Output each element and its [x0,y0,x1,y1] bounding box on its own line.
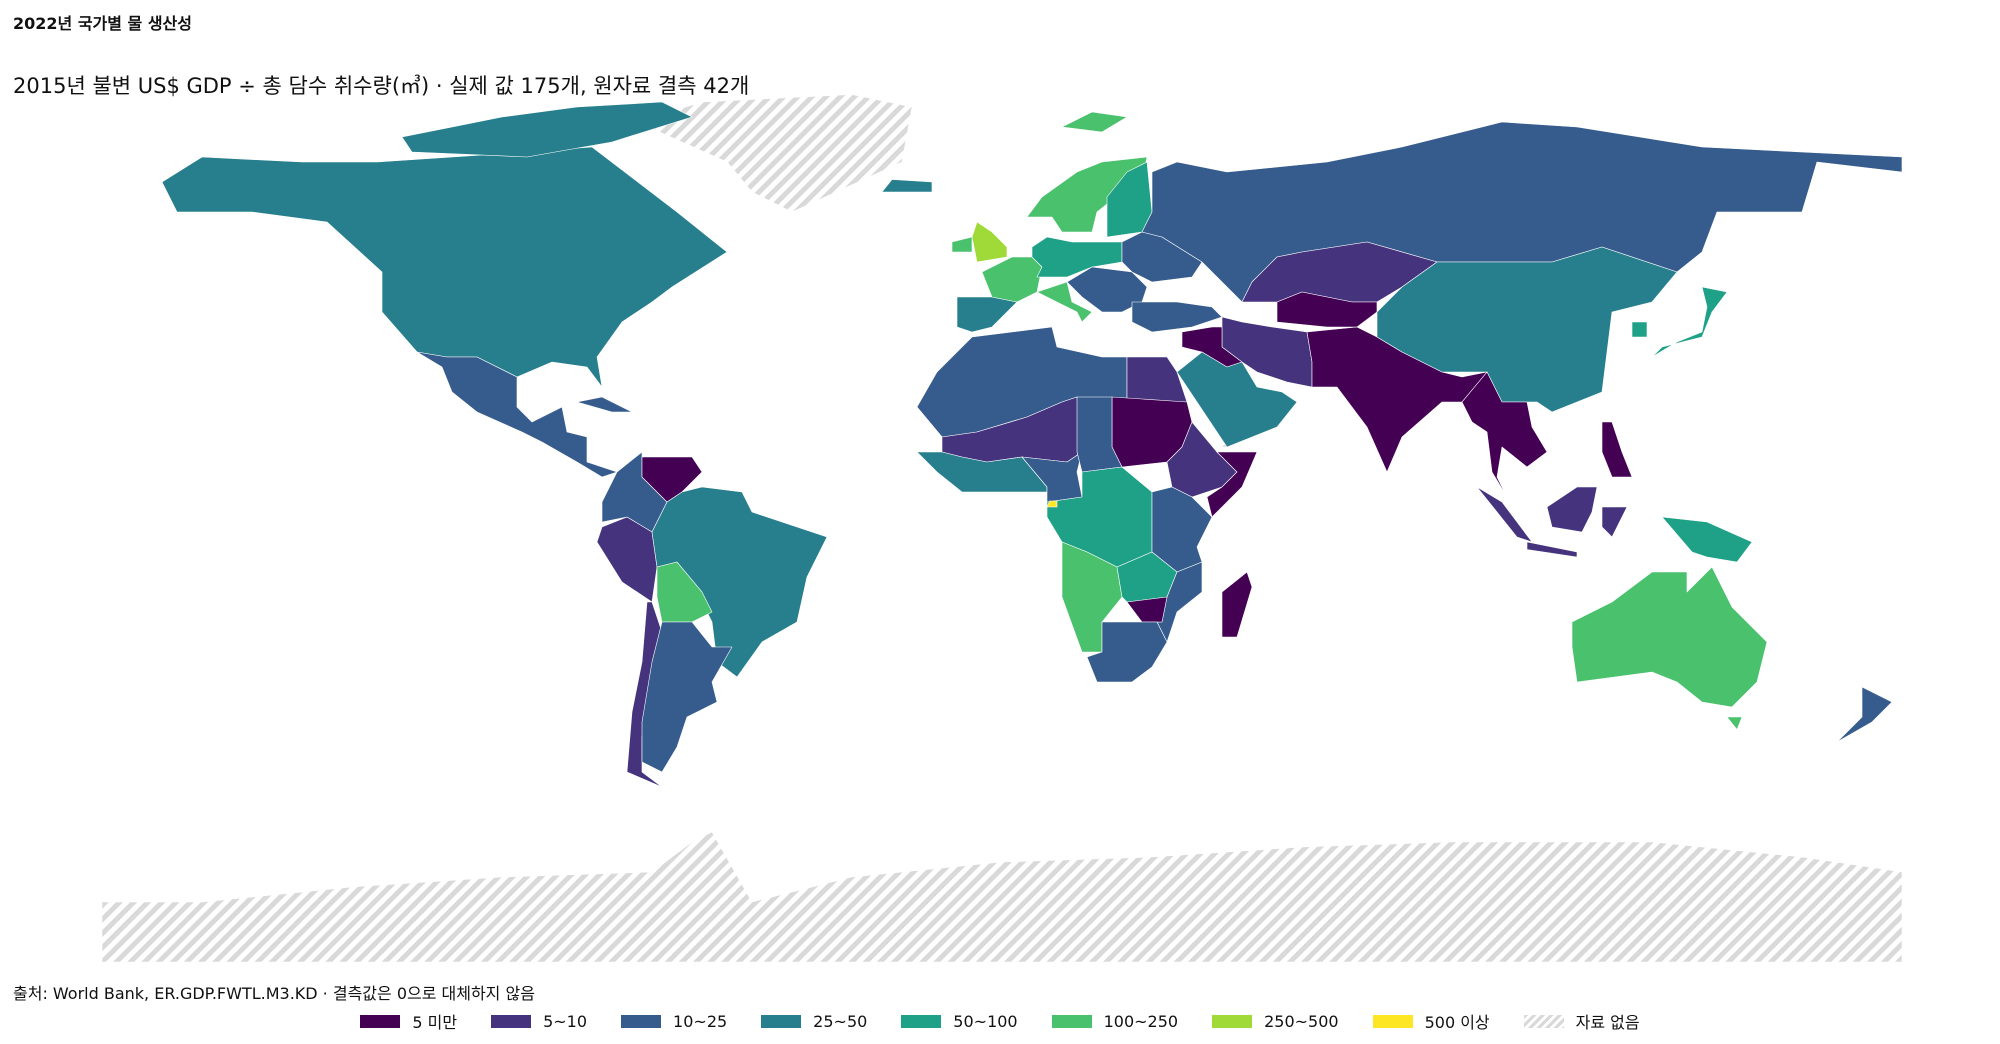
countries [101,94,1903,963]
new-zealand [1836,686,1893,743]
legend-swatch [360,1014,401,1028]
bolivia [656,561,713,623]
legend-swatch [491,1014,532,1028]
legend-label: 100~250 [1103,1011,1179,1031]
legend-swatch [1051,1014,1092,1028]
legend-label: 자료 없음 [1575,1013,1640,1032]
source-note: 출처: World Bank, ER.GDP.FWTL.M3.KD · 결측값은… [13,984,535,1003]
legend-swatch [1372,1014,1413,1028]
mexico-central-america [416,351,633,478]
philippines [1601,421,1633,478]
nigeria-cameroon [1021,451,1083,503]
madagascar [1221,571,1253,638]
legend-item: 자료 없음 [1523,1009,1640,1033]
legend-item: 5~10 [491,1009,587,1033]
argentina [641,621,733,773]
east-africa [1151,486,1213,573]
greenland [636,94,913,213]
legend-swatch [1212,1014,1253,1028]
peru [596,516,658,603]
mainland-southeast-asia [1461,371,1548,498]
ireland [951,236,973,253]
title: 2022년 국가별 물 생산성 [13,14,193,33]
legend-swatch [621,1014,662,1028]
legend-label: 5 미만 [412,1013,458,1032]
legend-item: 50~100 [901,1009,1018,1033]
legend-item: 500 이상 [1372,1009,1490,1033]
papua [1661,516,1753,563]
legend-item: 10~25 [621,1009,727,1033]
legend-swatch [901,1014,942,1028]
legend-label: 25~50 [813,1011,868,1031]
turkey [1131,301,1223,333]
australia [1571,566,1768,730]
china-mongolia [1376,246,1678,413]
legend-label: 250~500 [1264,1011,1339,1031]
legend-item: 100~250 [1051,1009,1179,1033]
legend-swatch [1523,1014,1564,1028]
indonesia-malaysia [1476,486,1628,558]
legend-swatch [761,1014,802,1028]
egypt [1126,356,1188,403]
arctic-islands [401,101,933,193]
legend-label: 10~25 [673,1011,728,1031]
legend-label: 500 이상 [1424,1013,1490,1032]
equatorial-guinea [1046,500,1058,508]
southern-africa [1086,621,1168,683]
legend-item: 5 미만 [360,1009,457,1033]
korea-japan [1631,286,1728,358]
world-map [101,94,1903,963]
zimbabwe [1126,596,1168,623]
iberia [956,296,1018,333]
antarctica [101,831,1903,963]
subtitle: 2015년 불변 US$ GDP ÷ 총 담수 취수량(㎥) · 실제 값 17… [13,74,750,98]
france-benelux [981,256,1043,303]
legend-label: 50~100 [953,1011,1018,1031]
north-america [161,146,728,388]
italy [1036,281,1093,323]
legend: 5 미만 5~10 10~25 25~50 50~100 100~250 250~500 50… [0,1009,2000,1033]
somalia [1206,451,1258,518]
arabia [1176,351,1298,448]
legend-label: 5~10 [543,1011,588,1031]
legend-item: 25~50 [761,1009,867,1033]
united-kingdom [971,221,1008,263]
legend-item: 250~500 [1212,1009,1339,1033]
